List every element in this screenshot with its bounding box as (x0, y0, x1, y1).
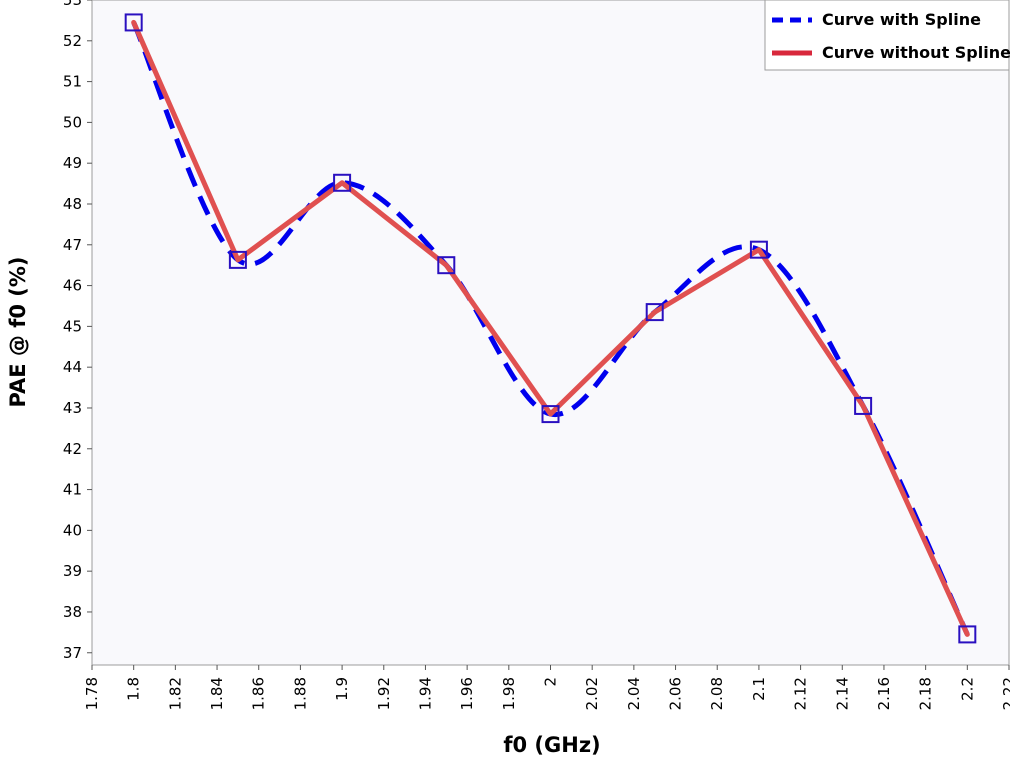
legend: Curve with Spline Curve without Spline (764, 0, 1010, 71)
x-tick-label: 1.96 (458, 677, 476, 710)
plot-area (91, 0, 1010, 666)
x-tick-label: 1.78 (83, 677, 101, 710)
legend-box (764, 0, 1010, 71)
x-tick-label: 1.94 (416, 677, 434, 710)
y-tick-label: 53 (63, 0, 82, 9)
y-tick-label: 39 (63, 562, 82, 580)
y-axis-title: PAE @ f0 (%) (6, 257, 30, 408)
x-axis: 1.78 1.8 1.82 1.84 1.86 1.88 1.9 1.92 1.94 1.96 1.… (83, 665, 1010, 710)
data-point-marker (854, 396, 873, 415)
y-tick-label: 51 (63, 73, 82, 91)
x-axis-title: f0 (GHz) (503, 733, 600, 757)
y-tick-label: 43 (63, 399, 82, 417)
y-tick-label: 52 (63, 32, 82, 50)
data-point-marker (124, 13, 143, 32)
y-axis: 37 38 39 40 41 42 43 44 45 46 47 48 49 50 51 52 53 (63, 0, 92, 662)
y-tick-label: 41 (63, 481, 82, 499)
y-tick-label: 42 (63, 440, 82, 458)
y-tick-label: 49 (63, 154, 82, 172)
x-tick-label: 1.9 (333, 677, 351, 701)
x-tick-label: 1.92 (375, 677, 393, 710)
x-tick-label: 2.06 (667, 677, 685, 710)
data-point-marker (958, 625, 977, 644)
y-tick-label: 45 (63, 317, 82, 335)
x-tick-label: 2.2 (958, 677, 976, 701)
x-tick-label: 2.02 (583, 677, 601, 710)
y-tick-label: 50 (63, 113, 82, 131)
x-tick-label: 2.1 (750, 677, 768, 701)
data-point-marker (541, 405, 560, 424)
x-tick-label: 1.8 (125, 677, 143, 701)
series-curve-without-spline (131, 19, 970, 637)
x-tick-label: 2.14 (833, 677, 851, 710)
y-tick-label: 44 (63, 358, 82, 376)
marker-layer (124, 13, 977, 644)
x-tick-label: 2.04 (625, 677, 643, 710)
data-point-marker (437, 256, 456, 275)
series-layer (131, 19, 970, 637)
x-tick-label: 2.18 (917, 677, 935, 710)
x-tick-label: 2.22 (1000, 677, 1010, 710)
data-point-marker (333, 173, 352, 192)
x-tick-label: 1.88 (291, 677, 309, 710)
y-tick-label: 47 (63, 236, 82, 254)
data-point-marker (228, 250, 247, 269)
legend-label-spline: Curve with Spline (822, 10, 981, 29)
data-point-marker (749, 240, 768, 259)
x-tick-label: 2 (542, 677, 560, 687)
x-tick-label: 1.86 (250, 677, 268, 710)
x-tick-label: 1.82 (166, 677, 184, 710)
legend-label-no-spline: Curve without Spline (822, 43, 1010, 62)
x-tick-label: 1.98 (500, 677, 518, 710)
y-tick-label: 37 (63, 644, 82, 662)
x-tick-label: 1.84 (208, 677, 226, 710)
x-tick-label: 2.08 (708, 677, 726, 710)
y-tick-label: 48 (63, 195, 82, 213)
data-point-marker (645, 303, 664, 322)
y-tick-label: 46 (63, 277, 82, 295)
y-tick-label: 40 (63, 521, 82, 539)
x-tick-label: 2.12 (792, 677, 810, 710)
x-tick-label: 2.16 (875, 677, 893, 710)
y-tick-label: 38 (63, 603, 82, 621)
